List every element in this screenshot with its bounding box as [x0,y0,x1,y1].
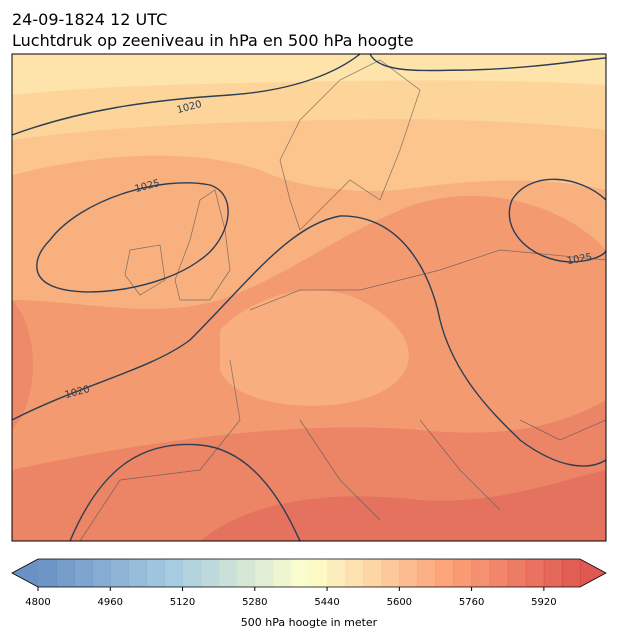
colorbar-tick-label: 5760 [459,597,484,608]
colorbar-cell [254,559,274,587]
colorbar-cell [489,559,509,587]
colorbar-cell [453,559,473,587]
colorbar-cell [92,559,111,587]
colorbar-cell [507,559,527,587]
colorbar-cell [543,559,563,587]
colorbar-cell [345,559,364,587]
colorbar-cell [74,559,93,587]
colorbar-cell [435,559,455,587]
colorbar-tick-label: 5600 [387,597,412,608]
isobar [12,215,606,467]
colorbar-cell [327,559,346,587]
colorbar-extend [580,559,606,587]
subtitle: Luchtdruk op zeeniveau in hPa en 500 hPa… [12,31,414,50]
field-band [12,300,33,430]
map [12,54,606,541]
colorbar-label: 500 hPa hoogte in meter [241,616,378,629]
isobar [36,182,229,293]
colorbar-cell [164,559,184,587]
colorbar-cell [363,559,382,587]
isobar [12,54,606,136]
colorbar-tick-label: 4800 [25,597,50,608]
contour-label: 1025 [566,252,593,267]
colorbar-extend [12,559,38,587]
field-band [12,54,606,95]
colorbar-cell [128,559,147,587]
colorbar-cell [236,559,256,587]
colorbar-cell [218,559,238,587]
title: 24-09-1824 12 UTC [12,10,167,29]
colorbar-tick-label: 5440 [314,597,339,608]
colorbar-cell [399,559,418,587]
colorbar-cell [38,559,57,587]
colorbar-cell [110,559,129,587]
colorbar-cell [56,559,75,587]
colorbar-tick-label: 5120 [170,597,195,608]
colorbar-cell [471,559,491,587]
colorbar-cell [272,559,292,587]
colorbar-tick-label: 5920 [531,597,556,608]
colorbar-cell [146,559,165,587]
colorbar-cell [525,559,545,587]
colorbar-cell [417,559,436,587]
field-band [200,470,606,541]
field-band [220,290,409,406]
colorbar-tick-label: 4960 [98,597,123,608]
colorbar-cell [290,559,310,587]
colorbar-tick-label: 5280 [242,597,267,608]
map-frame [11,53,607,542]
colorbar-cell [182,559,202,587]
colorbar-cell [309,559,328,587]
colorbar: 4800 4960 5120 5280 5440 5600 5760 5920 500 hPa … [11,558,607,629]
colorbar-cell [200,559,220,587]
colorbar-cell [381,559,400,587]
colorbar-cell [561,559,581,587]
isobar [508,178,606,263]
isobar [69,443,301,541]
